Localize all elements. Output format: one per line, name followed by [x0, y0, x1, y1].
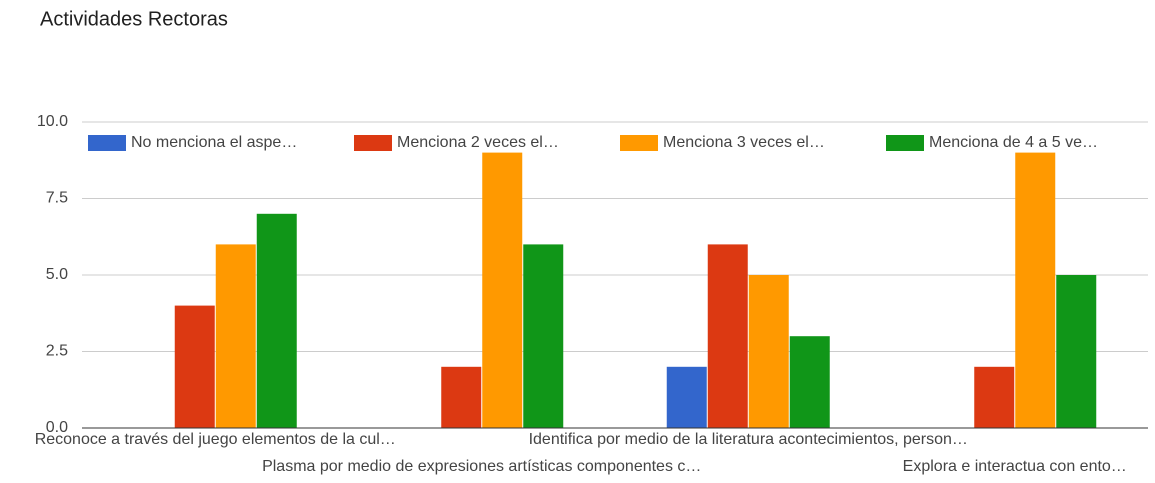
y-tick-label: 5.0 — [46, 266, 68, 283]
chart-title: Actividades Rectoras — [40, 8, 228, 30]
legend-label: Menciona 2 veces el… — [397, 134, 559, 151]
bar — [441, 366, 482, 428]
bar — [256, 213, 297, 428]
x-tick-label: Reconoce a través del juego elementos de… — [35, 431, 396, 448]
bar — [523, 244, 564, 428]
bar — [174, 305, 215, 428]
legend-swatch — [620, 135, 658, 151]
bar — [748, 275, 789, 428]
x-tick-label: Identifica por medio de la literatura ac… — [529, 431, 968, 448]
bar — [1056, 275, 1097, 428]
bar — [666, 366, 707, 428]
y-tick-label: 0.0 — [46, 419, 68, 436]
legend-label: Menciona 3 veces el… — [663, 134, 825, 151]
legend-swatch — [88, 135, 126, 151]
y-tick-label: 10.0 — [37, 113, 68, 130]
legend-label: No menciona el aspe… — [131, 134, 297, 151]
x-tick-label: Explora e interactua con ento… — [903, 458, 1127, 475]
bar — [215, 244, 256, 428]
y-tick-label: 2.5 — [46, 343, 68, 360]
bar — [482, 152, 523, 428]
legend-label: Menciona de 4 a 5 ve… — [929, 134, 1098, 151]
x-tick-label: Plasma por medio de expresiones artístic… — [262, 458, 701, 475]
bar — [707, 244, 748, 428]
legend-swatch — [886, 135, 924, 151]
legend-swatch — [354, 135, 392, 151]
y-tick-label: 7.5 — [46, 190, 68, 207]
bar — [974, 366, 1015, 428]
bar — [1015, 152, 1056, 428]
bar — [789, 336, 830, 428]
